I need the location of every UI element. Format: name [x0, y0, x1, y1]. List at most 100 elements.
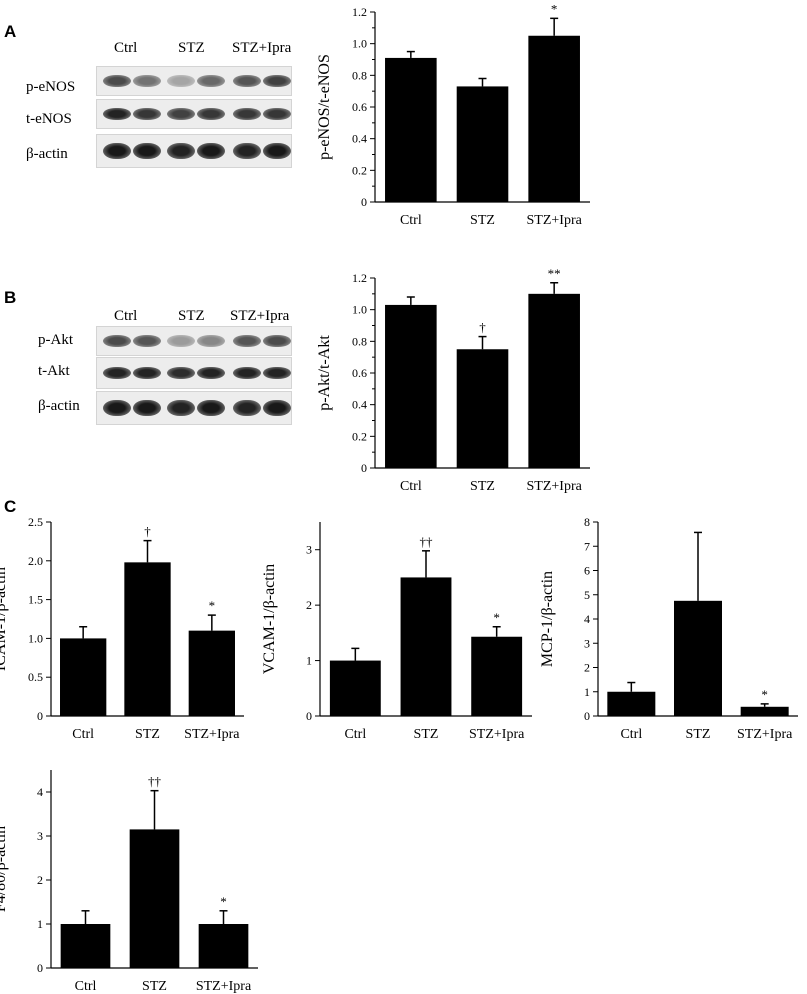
bar-chart-icam-1: 0 0.5 1.0 1.5 2.0 2.5 ICAM-1/β-actin Ctrl † STZ * S…	[0, 515, 244, 742]
western-blot-a: Ctrl STZ STZ+Ipra p-eNOS t-eNOS β-actin	[0, 40, 310, 180]
y-tick-label: 2	[306, 598, 312, 612]
y-axis-label: p-eNOS/t-eNOS	[316, 54, 333, 160]
x-tick-label: STZ+Ipra	[469, 727, 525, 742]
y-tick-label: 0	[361, 461, 367, 475]
bar	[740, 706, 789, 716]
y-tick-label: 7	[584, 539, 590, 553]
bar	[400, 577, 452, 716]
blot-band	[167, 108, 195, 120]
bar	[198, 924, 249, 968]
bar	[528, 35, 580, 202]
blot-row-label: β-actin	[38, 398, 80, 414]
x-tick-label: Ctrl	[344, 727, 366, 742]
x-tick-label: STZ+Ipra	[737, 727, 793, 742]
blot-band	[103, 400, 131, 416]
bar	[60, 638, 107, 716]
blot-band	[103, 108, 131, 120]
blot-band	[197, 108, 225, 120]
bar	[329, 660, 381, 716]
blot-band	[103, 335, 131, 347]
blot-band	[233, 335, 261, 347]
blot-band	[263, 75, 291, 87]
bar	[60, 924, 111, 968]
y-tick-label: 1.5	[28, 593, 43, 607]
western-blot-b: Ctrl STZ STZ+Ipra p-Akt t-Akt β-actin	[0, 306, 310, 446]
blot-band	[233, 75, 261, 87]
y-axis-label: VCAM-1/β-actin	[261, 564, 278, 674]
blot-band	[167, 367, 195, 379]
blot-band	[133, 335, 161, 347]
blot-band	[233, 143, 261, 159]
x-tick-label: STZ	[135, 727, 160, 742]
bar	[528, 293, 580, 468]
blot-band	[133, 143, 161, 159]
blot-row-label: p-Akt	[38, 332, 73, 348]
blot-band	[167, 335, 195, 347]
blot-band	[133, 400, 161, 416]
significance-marker: *	[761, 687, 768, 702]
y-axis-label: MCP-1/β-actin	[539, 571, 556, 667]
x-tick-label: Ctrl	[620, 727, 642, 742]
y-tick-label: 1.0	[352, 37, 367, 51]
x-tick-label: STZ+Ipra	[527, 213, 583, 228]
blot-band	[167, 75, 195, 87]
blot-band	[167, 143, 195, 159]
bar	[471, 636, 523, 716]
x-tick-label: STZ+Ipra	[184, 727, 240, 742]
blot-band	[263, 143, 291, 159]
bar	[124, 562, 171, 716]
y-tick-label: 8	[584, 515, 590, 529]
bar	[385, 57, 437, 202]
y-tick-label: 6	[584, 564, 590, 578]
bar	[456, 349, 509, 468]
x-tick-label: STZ	[686, 727, 711, 742]
blot-band	[103, 75, 131, 87]
blot-band	[197, 143, 225, 159]
y-tick-label: 0	[37, 709, 43, 723]
blot-band	[233, 400, 261, 416]
significance-marker: ††	[148, 774, 162, 789]
significance-marker: *	[220, 894, 227, 909]
blot-lane-label: STZ	[178, 40, 205, 56]
blot-band	[233, 367, 261, 379]
y-tick-label: 1	[37, 917, 43, 931]
y-tick-label: 0.6	[352, 366, 367, 380]
blot-lane-label: STZ+Ipra	[232, 40, 292, 56]
y-tick-label: 1.0	[28, 631, 43, 645]
y-tick-label: 3	[37, 829, 43, 843]
significance-marker: *	[493, 610, 500, 625]
blot-strip-p-akt	[96, 326, 292, 356]
blot-band	[103, 143, 131, 159]
y-tick-label: 0.6	[352, 100, 367, 114]
y-axis-label: p-Akt/t-Akt	[316, 335, 333, 411]
bar	[188, 630, 235, 716]
significance-marker: †	[479, 320, 486, 335]
x-tick-label: Ctrl	[72, 727, 94, 742]
panel-label-b: B	[4, 288, 17, 307]
y-tick-label: 4	[37, 785, 43, 799]
blot-row-label: t-Akt	[38, 363, 70, 379]
bar-chart-vcam-1: 0 1 2 3 VCAM-1/β-actin Ctrl †† STZ * STZ+Ipra	[261, 522, 532, 742]
y-tick-label: 0.2	[352, 429, 367, 443]
bar-chart-p-enos: 0 0.2 0.4 0.6 0.8 1.0 1.2 p-eNOS/t-eNOS Ctrl STZ *…	[316, 1, 590, 228]
blot-band	[197, 367, 225, 379]
y-tick-label: 3	[584, 636, 590, 650]
x-tick-label: STZ+Ipra	[527, 479, 583, 494]
x-tick-label: STZ	[142, 979, 167, 994]
blot-strip-beta-actin	[96, 134, 292, 168]
blot-strip-p-enos	[96, 66, 292, 96]
blot-band	[133, 75, 161, 87]
blot-band	[197, 75, 225, 87]
panel-label-c: C	[4, 497, 17, 516]
y-tick-label: 1	[306, 654, 312, 668]
x-tick-label: STZ	[470, 213, 495, 228]
y-tick-label: 0	[361, 195, 367, 209]
blot-strip-t-akt	[96, 357, 292, 389]
bar-chart-mcp-1: 0 1 2 3 4 5 6 7 8 MCP-1/β-actin Ctrl STZ * STZ+Ipra	[539, 515, 798, 742]
bar	[129, 829, 180, 968]
y-tick-label: 0.2	[352, 163, 367, 177]
y-tick-label: 0.5	[28, 670, 43, 684]
blot-band	[133, 367, 161, 379]
blot-lane-label: Ctrl	[114, 308, 138, 324]
y-tick-label: 2.0	[28, 554, 43, 568]
